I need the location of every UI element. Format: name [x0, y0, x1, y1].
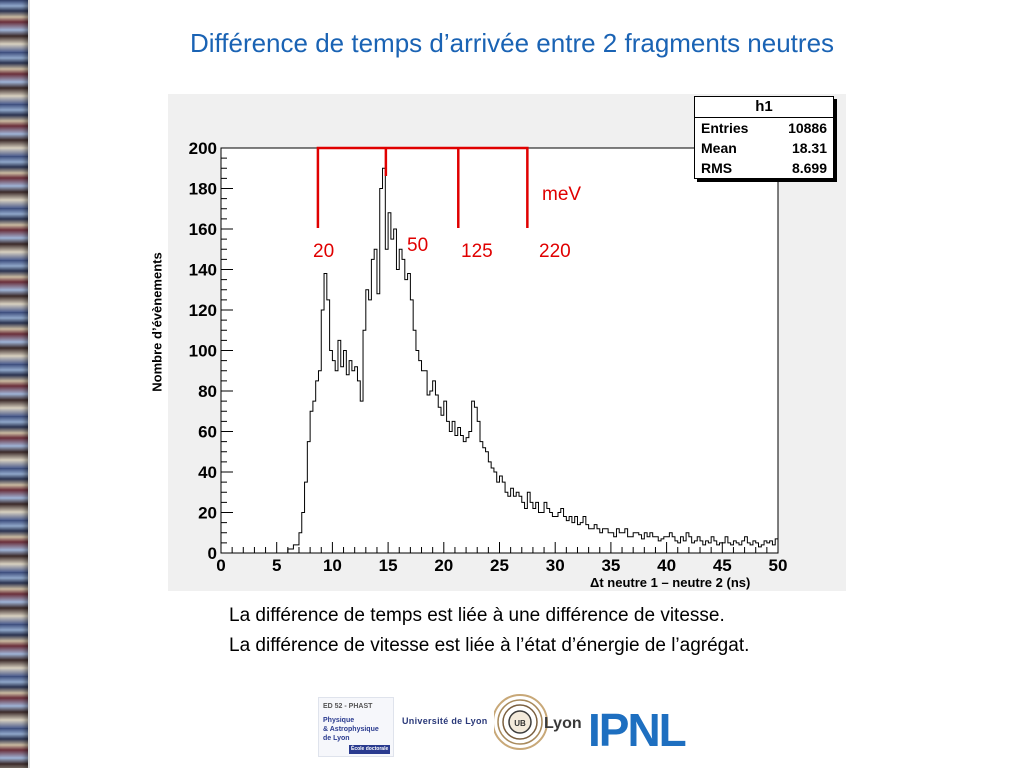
x-tick-label: 5 — [272, 556, 281, 575]
energy-label-50: 50 — [407, 235, 429, 256]
universite-de-lyon-logo: Université de Lyon — [402, 716, 488, 726]
x-tick-label: 30 — [546, 556, 565, 575]
stats-label: Mean — [701, 140, 737, 156]
y-axis-label: Nombre d’évènements — [149, 252, 165, 392]
histogram-series — [287, 167, 779, 553]
phast-logo-text: de Lyon — [323, 735, 350, 742]
y-tick-label: 120 — [189, 301, 217, 320]
stats-row-rms: RMS 8.699 — [695, 158, 833, 178]
energy-label-20: 20 — [313, 241, 335, 262]
y-tick-label: 40 — [198, 463, 217, 482]
stats-title: h1 — [695, 97, 833, 118]
stats-row-mean: Mean 18.31 — [695, 138, 833, 158]
x-axis-label: Δt neutre 1 – neutre 2 (ns) — [590, 575, 751, 590]
energy-label-125: 125 — [461, 241, 493, 262]
x-tick-label: 50 — [769, 556, 788, 575]
x-tick-label: 40 — [657, 556, 676, 575]
stats-row-entries: Entries 10886 — [695, 118, 833, 138]
energy-unit-label: meV — [542, 184, 582, 205]
lyon1-text: Lyon 1 — [544, 715, 586, 732]
stats-value: 10886 — [788, 120, 827, 136]
x-tick-label: 45 — [713, 556, 732, 575]
lyon1-logo: UB Lyon 1 — [492, 690, 595, 759]
stats-value: 8.699 — [791, 160, 827, 176]
histogram-svg: 0 5 10 15 20 25 30 35 40 45 50 0 20 40 60 80 100 120 140 16… — [189, 139, 788, 575]
x-tick-label: 15 — [379, 556, 398, 575]
y-tick-label: 0 — [208, 544, 217, 563]
y-tick-label: 160 — [189, 220, 217, 239]
ipnl-text: IPNL — [588, 704, 686, 752]
phast-logo: ED 52 - PHAST Physique & Astrophysique d… — [318, 697, 394, 757]
slide-title: Différence de temps d’arrivée entre 2 fr… — [189, 28, 835, 58]
side-divider — [28, 0, 30, 768]
phast-logo-text: & Astrophysique — [323, 726, 379, 733]
lyon1-emblem: UB Lyon 1 — [492, 694, 595, 750]
y-tick-label: 140 — [189, 261, 217, 280]
y-tick-label: 20 — [198, 504, 217, 523]
svg-text:UB: UB — [514, 719, 526, 728]
x-tick-label: 25 — [490, 556, 509, 575]
x-tick-label: 35 — [601, 556, 620, 575]
energy-bracket — [316, 146, 529, 228]
y-tick-label: 80 — [198, 382, 217, 401]
stats-label: RMS — [701, 160, 733, 176]
stats-value: 18.31 — [791, 140, 827, 156]
stats-box: h1 Entries 10886 Mean 18.31 RMS 8.699 — [694, 96, 834, 179]
plot-area — [220, 147, 779, 554]
phast-logo-text: École doctorale — [349, 745, 391, 754]
energy-label-220: 220 — [539, 241, 571, 262]
y-tick-label: 100 — [189, 342, 217, 361]
caption-line-1: La différence de temps est liée à une di… — [229, 605, 725, 626]
ipnl-wordmark: IPNL — [588, 704, 688, 756]
x-tick-label: 20 — [434, 556, 453, 575]
phast-logo-text: Physique — [323, 717, 355, 724]
y-tick-label: 60 — [198, 423, 217, 442]
x-tick-label: 0 — [216, 556, 225, 575]
stats-label: Entries — [701, 120, 749, 136]
y-tick-label: 180 — [189, 180, 217, 199]
phast-logo-text: ED 52 - PHAST — [323, 703, 373, 710]
ipnl-logo: IPNL — [588, 700, 706, 757]
side-photo-strip — [0, 0, 28, 768]
x-tick-label: 10 — [323, 556, 342, 575]
caption-line-2: La différence de vitesse est liée à l’ét… — [229, 635, 750, 656]
y-tick-label: 200 — [189, 139, 217, 158]
